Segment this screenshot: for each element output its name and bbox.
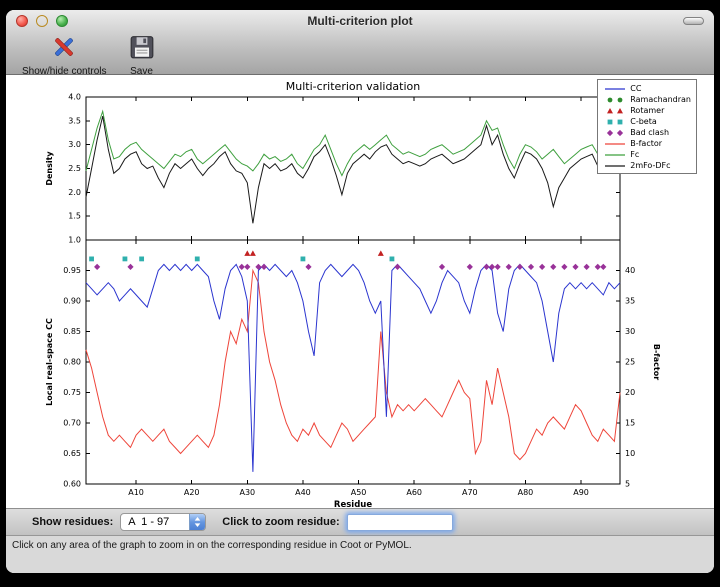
2mFo-DFc-line bbox=[85, 115, 621, 224]
figure-area: Multi-criterion validation A10 A20 A30 A40 A5… bbox=[6, 75, 714, 508]
svg-text:A60: A60 bbox=[406, 488, 422, 497]
triangle-marker-icon bbox=[607, 107, 624, 113]
svg-text:40: 40 bbox=[625, 266, 635, 275]
svg-text:2.5: 2.5 bbox=[68, 164, 81, 173]
legend-label: Ramachandran bbox=[630, 95, 691, 104]
svg-text:A80: A80 bbox=[518, 488, 534, 497]
svg-text:0.65: 0.65 bbox=[63, 449, 81, 458]
line-marker-icon bbox=[605, 164, 626, 167]
show-hide-controls-button[interactable]: Show/hide controls bbox=[18, 32, 111, 77]
show-residues-value: A 1 - 97 bbox=[128, 516, 170, 528]
axes: Multi-criterion validation A10 A20 A30 A40 A5… bbox=[45, 80, 661, 508]
svg-text:35: 35 bbox=[625, 297, 635, 306]
toolbar-item-label: Show/hide controls bbox=[22, 66, 107, 77]
legend-item: Rotamer bbox=[603, 105, 691, 116]
svg-text:1.0: 1.0 bbox=[68, 236, 81, 245]
show-residues-label: Show residues: bbox=[32, 516, 114, 528]
Fc-line bbox=[85, 109, 621, 177]
svg-text:A70: A70 bbox=[462, 488, 478, 497]
legend: CC Ramachandran Rotamer C-beta Bad clash B-fa… bbox=[597, 79, 697, 174]
CC-line bbox=[85, 263, 621, 472]
svg-text:Local real-space CC: Local real-space CC bbox=[45, 318, 54, 406]
legend-item: Ramachandran bbox=[603, 94, 691, 105]
svg-text:15: 15 bbox=[625, 419, 635, 428]
B-factor-line bbox=[85, 268, 621, 461]
status-text: Click on any area of the graph to zoom i… bbox=[12, 540, 412, 551]
multi-criterion-plot-window: Multi-criterion plot Show/hide controls bbox=[6, 10, 714, 573]
svg-text:2.0: 2.0 bbox=[68, 188, 81, 197]
legend-item: C-beta bbox=[603, 116, 691, 127]
legend-label: B-factor bbox=[630, 139, 663, 148]
rotamer-markers bbox=[244, 250, 384, 256]
svg-text:0.90: 0.90 bbox=[63, 297, 81, 306]
toolbar-toggle-button[interactable] bbox=[683, 17, 704, 25]
legend-label: CC bbox=[630, 84, 642, 93]
legend-label: Bad clash bbox=[630, 128, 670, 137]
svg-text:30: 30 bbox=[625, 327, 635, 336]
legend-label: Rotamer bbox=[630, 106, 665, 115]
svg-text:20: 20 bbox=[625, 388, 635, 397]
svg-text:0.60: 0.60 bbox=[63, 480, 81, 489]
tools-icon bbox=[51, 34, 77, 65]
svg-text:25: 25 bbox=[625, 358, 635, 367]
traffic-lights bbox=[16, 15, 68, 27]
svg-text:Density: Density bbox=[45, 151, 54, 186]
window-chrome: Multi-criterion plot Show/hide controls bbox=[6, 10, 714, 77]
svg-text:A30: A30 bbox=[239, 488, 255, 497]
svg-text:0.95: 0.95 bbox=[63, 266, 81, 275]
svg-text:5: 5 bbox=[625, 480, 630, 489]
svg-text:10: 10 bbox=[625, 449, 635, 458]
svg-text:0.70: 0.70 bbox=[63, 419, 81, 428]
svg-text:0.85: 0.85 bbox=[63, 327, 81, 336]
window-title: Multi-criterion plot bbox=[307, 14, 413, 28]
svg-text:A50: A50 bbox=[351, 488, 367, 497]
line-marker-icon bbox=[605, 153, 626, 156]
close-button[interactable] bbox=[16, 15, 28, 27]
svg-text:A90: A90 bbox=[573, 488, 589, 497]
plot-canvas[interactable]: Multi-criterion validation A10 A20 A30 A40 A5… bbox=[6, 75, 714, 508]
save-button[interactable]: Save bbox=[125, 32, 159, 77]
legend-item: 2mFo-DFc bbox=[603, 160, 691, 171]
titlebar: Multi-criterion plot bbox=[6, 10, 714, 32]
svg-text:B-factor: B-factor bbox=[652, 344, 661, 380]
svg-text:3.0: 3.0 bbox=[68, 140, 81, 149]
c-beta-markers bbox=[89, 256, 395, 262]
svg-text:A20: A20 bbox=[184, 488, 200, 497]
legend-label: Fc bbox=[630, 150, 640, 159]
line-marker-icon bbox=[605, 87, 626, 90]
square-marker-icon bbox=[607, 119, 623, 124]
toolbar-item-label: Save bbox=[130, 66, 153, 77]
chart-title: Multi-criterion validation bbox=[286, 80, 421, 93]
legend-label: 2mFo-DFc bbox=[630, 161, 671, 170]
svg-text:4.0: 4.0 bbox=[68, 93, 81, 102]
zoom-button[interactable] bbox=[56, 15, 68, 27]
circle-marker-icon bbox=[607, 97, 623, 102]
save-icon bbox=[129, 34, 155, 65]
stepper-arrows-icon bbox=[189, 514, 206, 530]
status-bar: Click on any area of the graph to zoom i… bbox=[6, 535, 714, 573]
legend-item: CC bbox=[603, 83, 691, 94]
svg-text:3.5: 3.5 bbox=[68, 116, 81, 125]
diamond-marker-icon bbox=[607, 129, 624, 136]
legend-item: Bad clash bbox=[603, 127, 691, 138]
svg-text:A40: A40 bbox=[295, 488, 311, 497]
svg-text:A10: A10 bbox=[128, 488, 144, 497]
legend-item: B-factor bbox=[603, 138, 691, 149]
zoom-residue-input[interactable] bbox=[346, 513, 453, 531]
svg-text:Residue: Residue bbox=[334, 500, 372, 508]
zoom-residue-label: Click to zoom residue: bbox=[222, 516, 340, 528]
svg-text:1.5: 1.5 bbox=[68, 212, 81, 221]
toolbar: Show/hide controls Save bbox=[18, 32, 159, 77]
line-marker-icon bbox=[605, 142, 626, 145]
legend-item: Fc bbox=[603, 149, 691, 160]
show-residues-select[interactable]: A 1 - 97 bbox=[120, 513, 207, 531]
svg-text:0.80: 0.80 bbox=[63, 358, 81, 367]
svg-text:0.75: 0.75 bbox=[63, 388, 81, 397]
controls-bar: Show residues: A 1 - 97 Click to zoom re… bbox=[6, 508, 714, 535]
minimize-button[interactable] bbox=[36, 15, 48, 27]
legend-label: C-beta bbox=[630, 117, 657, 126]
